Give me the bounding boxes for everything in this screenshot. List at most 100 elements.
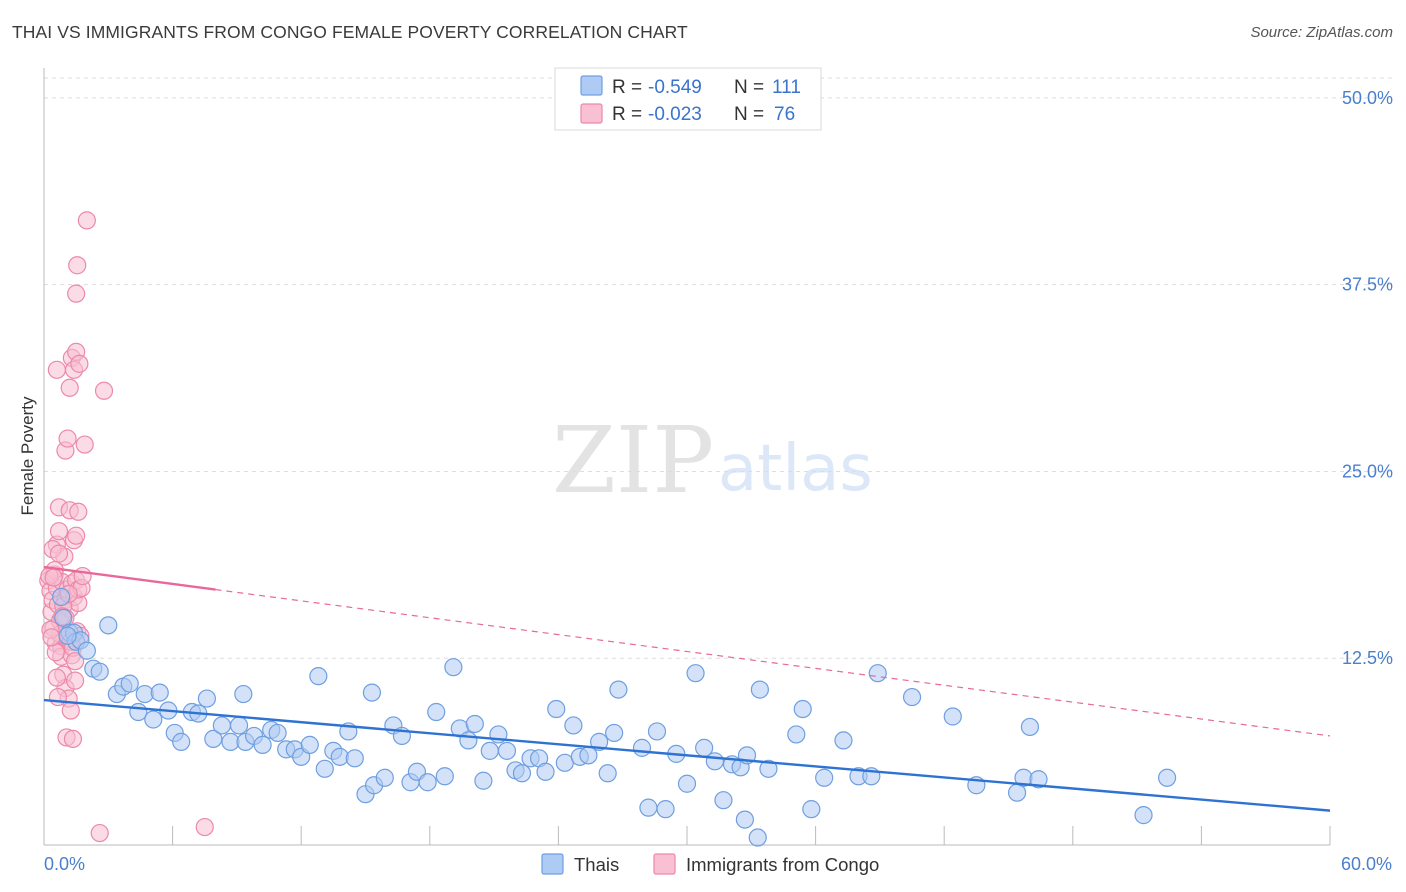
congo-point xyxy=(77,211,96,230)
thai-point xyxy=(590,732,609,751)
thai-point xyxy=(656,800,675,819)
congo-point xyxy=(48,687,68,707)
legend: R = -0.549 N = 111 R = -0.023 N = 76 xyxy=(554,67,822,131)
y-tick-label: 37.5% xyxy=(1342,275,1393,295)
thai-point xyxy=(647,722,667,741)
thai-point xyxy=(99,616,118,635)
congo-trend-line xyxy=(43,565,216,591)
thai-point xyxy=(547,699,566,719)
watermark-atlas: atlas xyxy=(718,432,873,506)
y-tick-labels: 12.5% 25.0% 37.5% 50.0% xyxy=(1342,88,1393,668)
legend-thai-swatch xyxy=(580,75,603,96)
thai-point xyxy=(444,658,463,677)
thai-point xyxy=(943,707,962,726)
x-tick-label: 60.0% xyxy=(1341,854,1392,874)
watermark-zip: ZIP xyxy=(552,407,714,514)
thai-point xyxy=(834,731,853,750)
thai-point xyxy=(52,587,71,607)
thai-point xyxy=(229,716,249,735)
congo-point xyxy=(49,544,69,563)
congo-point xyxy=(70,354,89,373)
thai-point xyxy=(536,762,555,781)
bottom-legend: Thais Immigrants from Congo xyxy=(541,853,879,875)
thai-point xyxy=(1134,806,1153,825)
thai-point xyxy=(120,674,139,693)
congo-point xyxy=(44,568,63,587)
thai-point xyxy=(212,716,231,735)
bottom-legend-thai-label: Thais xyxy=(574,854,619,875)
thai-point xyxy=(474,771,493,790)
thai-point xyxy=(609,680,628,699)
congo-point xyxy=(47,360,66,379)
congo-point xyxy=(60,378,79,397)
thai-point xyxy=(459,731,478,750)
thai-point xyxy=(315,759,334,778)
thai-point xyxy=(234,684,253,704)
thai-point xyxy=(172,732,191,751)
thai-point xyxy=(135,684,154,704)
thai-point xyxy=(759,759,778,778)
congo-point xyxy=(65,671,85,690)
thai-point xyxy=(427,702,446,722)
thai-point xyxy=(197,689,216,708)
thai-point xyxy=(129,702,148,722)
x-minor-ticks xyxy=(172,826,1331,845)
thai-point xyxy=(748,828,767,847)
congo-point xyxy=(73,566,92,586)
thai-point xyxy=(598,764,617,783)
thai-point xyxy=(750,680,769,699)
thai-point xyxy=(58,626,77,645)
thai-point xyxy=(144,710,163,729)
legend-congo-n-value: 76 xyxy=(774,104,795,125)
congo-point xyxy=(46,643,65,662)
legend-thai-n-value: 111 xyxy=(772,77,801,98)
thai-point xyxy=(1020,717,1040,737)
thai-point xyxy=(435,767,454,786)
thai-point xyxy=(77,641,96,660)
thai-point xyxy=(564,716,583,735)
legend-congo-n-label: N = xyxy=(734,104,764,125)
trend-lines xyxy=(43,565,1331,812)
thai-point xyxy=(268,723,287,743)
thai-point xyxy=(54,608,73,627)
thai-point xyxy=(815,768,834,787)
congo-point xyxy=(94,381,114,400)
y-tick-label: 50.0% xyxy=(1342,88,1393,108)
thai-point xyxy=(418,773,437,792)
thai-point xyxy=(793,699,812,719)
chart-source: Source: ZipAtlas.com xyxy=(1250,24,1393,41)
gridlines xyxy=(44,77,1394,659)
thai-point xyxy=(632,738,652,757)
y-tick-label: 25.0% xyxy=(1342,461,1393,481)
thai-point xyxy=(686,664,705,683)
thai-point xyxy=(330,747,349,766)
bottom-legend-congo-label: Immigrants from Congo xyxy=(686,854,879,875)
x-tick-label: 0.0% xyxy=(44,854,85,874)
thai-point xyxy=(512,764,532,783)
thai-point xyxy=(465,714,484,734)
chart-title: THAI VS IMMIGRANTS FROM CONGO FEMALE POV… xyxy=(12,22,688,42)
thai-point xyxy=(705,752,724,771)
congo-point xyxy=(75,435,94,454)
thai-point xyxy=(639,798,658,817)
x-tick-labels: 0.0% 60.0% xyxy=(44,854,1392,874)
congo-point xyxy=(65,652,85,671)
legend-thai-n-label: N = xyxy=(734,77,764,98)
thai-point xyxy=(253,735,272,754)
thai-point xyxy=(204,729,223,749)
legend-congo-r-label: R = xyxy=(612,104,642,125)
thai-point xyxy=(868,664,887,683)
series-thai-points xyxy=(52,587,1177,847)
thai-point xyxy=(150,683,169,702)
watermark: ZIP atlas xyxy=(552,407,873,514)
bottom-legend-thai-swatch xyxy=(541,853,564,875)
legend-thai-r-value: -0.549 xyxy=(648,77,702,98)
congo-point xyxy=(67,284,86,303)
thai-point xyxy=(902,687,922,707)
thai-point xyxy=(375,768,394,787)
congo-point xyxy=(47,668,66,687)
congo-point xyxy=(67,526,86,545)
y-axis-label: Female Poverty xyxy=(18,396,37,516)
thai-trend-line xyxy=(43,698,1331,812)
